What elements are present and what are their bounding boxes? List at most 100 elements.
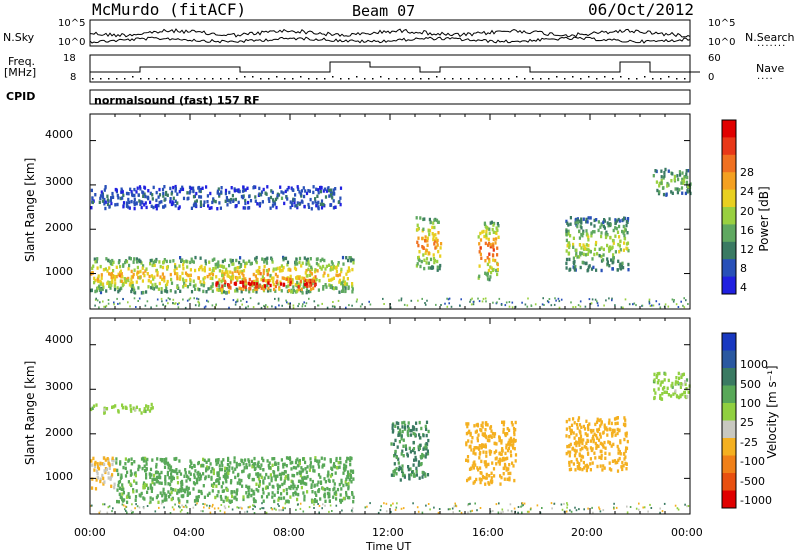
heatmap-cell	[176, 471, 179, 476]
heatmap-cell	[574, 218, 577, 222]
heatmap-cell	[108, 272, 111, 276]
heatmap-cell	[235, 461, 238, 466]
heatmap-cell	[328, 263, 331, 267]
heatmap-cell	[513, 447, 516, 451]
heatmap-cell	[595, 443, 598, 448]
heatmap-noise-cell	[579, 305, 582, 308]
heatmap-cell	[135, 257, 138, 261]
heatmap-cell	[137, 467, 140, 472]
heatmap-cell	[587, 235, 590, 239]
heatmap-cell	[108, 284, 111, 288]
heatmap-cell	[241, 277, 244, 282]
heatmap-cell	[429, 257, 433, 262]
heatmap-cell	[577, 464, 581, 468]
heatmap-cell	[599, 435, 602, 439]
heatmap-cell	[168, 463, 171, 468]
power-colorbar-segment	[722, 154, 736, 173]
heatmap-cell	[576, 255, 579, 259]
heatmap-cell	[253, 499, 256, 503]
heatmap-cell	[170, 281, 174, 285]
heatmap-cell	[160, 470, 163, 475]
heatmap-cell	[486, 256, 489, 260]
heatmap-cell	[309, 461, 312, 465]
heatmap-cell	[301, 276, 304, 280]
heatmap-cell	[586, 252, 589, 256]
heatmap-cell	[294, 267, 298, 272]
heatmap-cell	[298, 275, 301, 279]
heatmap-cell	[299, 191, 302, 196]
heatmap-cell	[511, 423, 514, 427]
heatmap-cell	[169, 289, 172, 293]
heatmap-noise-cell	[203, 506, 205, 509]
heatmap-cell	[198, 195, 201, 199]
heatmap-cell	[278, 472, 281, 477]
heatmap-cell	[199, 195, 203, 199]
power-cb-16: 16	[740, 224, 754, 237]
heatmap-noise-cell	[247, 305, 249, 308]
heatmap-cell	[90, 407, 93, 412]
heatmap-noise-cell	[591, 298, 594, 301]
heatmap-cell	[608, 249, 611, 253]
heatmap-cell	[685, 378, 689, 382]
xtick-0000: 00:00	[74, 526, 106, 539]
heatmap-cell	[324, 499, 327, 503]
power-cb-12: 12	[740, 243, 754, 256]
heatmap-cell	[234, 197, 237, 202]
heatmap-cell	[242, 185, 245, 189]
heatmap-cell	[304, 460, 307, 465]
heatmap-cell	[603, 466, 606, 470]
heatmap-cell	[224, 290, 228, 295]
heatmap-cell	[417, 243, 420, 248]
heatmap-cell	[273, 287, 276, 292]
heatmap-cell	[331, 262, 334, 266]
heatmap-cell	[236, 481, 239, 485]
heatmap-cell	[621, 460, 624, 465]
heatmap-cell	[241, 271, 244, 276]
heatmap-cell	[485, 423, 488, 427]
heatmap-cell	[621, 229, 624, 234]
heatmap-cell	[671, 191, 674, 195]
heatmap-cell	[619, 248, 622, 252]
heatmap-cell	[187, 273, 190, 278]
heatmap-cell	[261, 456, 264, 461]
heatmap-cell	[618, 456, 621, 461]
heatmap-cell	[671, 381, 674, 386]
heatmap-cell	[109, 476, 113, 480]
heatmap-cell	[259, 473, 262, 477]
heatmap-cell	[592, 438, 595, 442]
heatmap-cell	[145, 404, 148, 408]
heatmap-cell	[500, 439, 503, 443]
heatmap-cell	[585, 445, 588, 450]
heatmap-cell	[590, 267, 594, 271]
heatmap-cell	[617, 217, 620, 222]
heatmap-cell	[224, 199, 227, 203]
heatmap-cell	[157, 203, 160, 208]
heatmap-cell	[473, 446, 476, 450]
heatmap-cell	[155, 465, 158, 469]
power-colorbar-segment	[722, 172, 736, 191]
heatmap-cell	[133, 257, 136, 261]
heatmap-cell	[506, 456, 509, 460]
heatmap-cell	[318, 459, 321, 463]
heatmap-cell	[572, 417, 575, 421]
heatmap-cell	[351, 492, 354, 496]
heatmap-cell	[327, 472, 330, 476]
heatmap-cell	[278, 484, 281, 489]
heatmap-noise-cell	[659, 306, 662, 309]
heatmap-noise-cell	[444, 302, 446, 305]
heatmap-cell	[469, 476, 472, 480]
heatmap-cell	[301, 291, 304, 295]
heatmap-cell	[164, 461, 167, 465]
heatmap-cell	[497, 224, 500, 228]
heatmap-cell	[192, 203, 195, 208]
heatmap-cell	[246, 494, 249, 499]
heatmap-cell	[101, 462, 104, 466]
heatmap-cell	[170, 497, 173, 502]
heatmap-cell	[211, 289, 214, 293]
heatmap-cell	[243, 466, 246, 470]
heatmap-cell	[255, 277, 258, 281]
heatmap-noise-cell	[460, 298, 462, 301]
heatmap-cell	[266, 272, 269, 277]
heatmap-cell	[221, 489, 224, 493]
heatmap-cell	[582, 229, 585, 233]
